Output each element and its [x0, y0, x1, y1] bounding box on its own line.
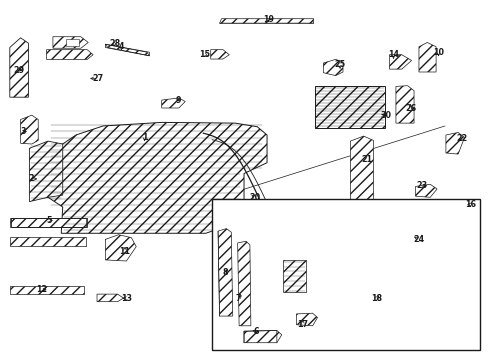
Polygon shape — [10, 237, 86, 246]
Text: 19: 19 — [263, 15, 274, 24]
Text: 25: 25 — [335, 60, 345, 69]
Polygon shape — [10, 38, 28, 97]
Text: 12: 12 — [37, 285, 48, 294]
Text: 7: 7 — [236, 294, 242, 302]
Text: 23: 23 — [417, 181, 428, 190]
Polygon shape — [419, 42, 436, 72]
Polygon shape — [10, 286, 84, 294]
Polygon shape — [296, 313, 318, 326]
Text: 22: 22 — [456, 134, 467, 143]
Polygon shape — [21, 115, 38, 144]
Text: 11: 11 — [120, 247, 130, 256]
Polygon shape — [315, 86, 385, 128]
Text: 18: 18 — [371, 294, 382, 302]
Text: 14: 14 — [388, 50, 399, 59]
Polygon shape — [218, 229, 233, 316]
Polygon shape — [53, 37, 88, 48]
Polygon shape — [398, 234, 420, 247]
Polygon shape — [220, 19, 314, 23]
Text: 20: 20 — [249, 193, 260, 202]
Polygon shape — [10, 218, 86, 227]
Text: 10: 10 — [433, 48, 444, 57]
Text: 3: 3 — [20, 127, 26, 136]
Text: 9: 9 — [175, 96, 181, 105]
Text: 27: 27 — [93, 74, 103, 83]
Polygon shape — [29, 141, 63, 202]
Bar — [66, 39, 78, 46]
Polygon shape — [446, 132, 465, 154]
Polygon shape — [105, 44, 149, 56]
Text: 8: 8 — [222, 269, 228, 277]
Text: 17: 17 — [297, 320, 308, 329]
Polygon shape — [47, 50, 93, 59]
Polygon shape — [396, 86, 414, 123]
Polygon shape — [244, 330, 282, 343]
Polygon shape — [48, 122, 267, 233]
Text: 30: 30 — [381, 111, 392, 120]
Polygon shape — [238, 241, 251, 326]
Text: 1: 1 — [142, 133, 147, 142]
Polygon shape — [350, 136, 373, 206]
Polygon shape — [283, 260, 306, 292]
Bar — [11, 218, 87, 227]
Text: 2: 2 — [28, 174, 34, 183]
Polygon shape — [105, 235, 136, 261]
Bar — [212, 199, 480, 350]
Text: 6: 6 — [253, 328, 259, 336]
Text: 21: 21 — [361, 154, 372, 163]
Polygon shape — [211, 50, 229, 59]
Text: 13: 13 — [121, 294, 132, 302]
Polygon shape — [97, 294, 123, 302]
Polygon shape — [367, 287, 391, 301]
Text: 28: 28 — [110, 40, 121, 49]
Text: 24: 24 — [414, 235, 424, 244]
Text: 16: 16 — [465, 200, 476, 209]
Text: 29: 29 — [13, 66, 24, 75]
Polygon shape — [162, 98, 185, 108]
Text: 26: 26 — [405, 104, 416, 113]
Text: 15: 15 — [199, 50, 210, 59]
Text: 5: 5 — [46, 216, 52, 225]
Polygon shape — [416, 184, 437, 197]
Polygon shape — [323, 59, 343, 76]
Polygon shape — [390, 55, 412, 69]
Text: 4: 4 — [119, 41, 124, 50]
